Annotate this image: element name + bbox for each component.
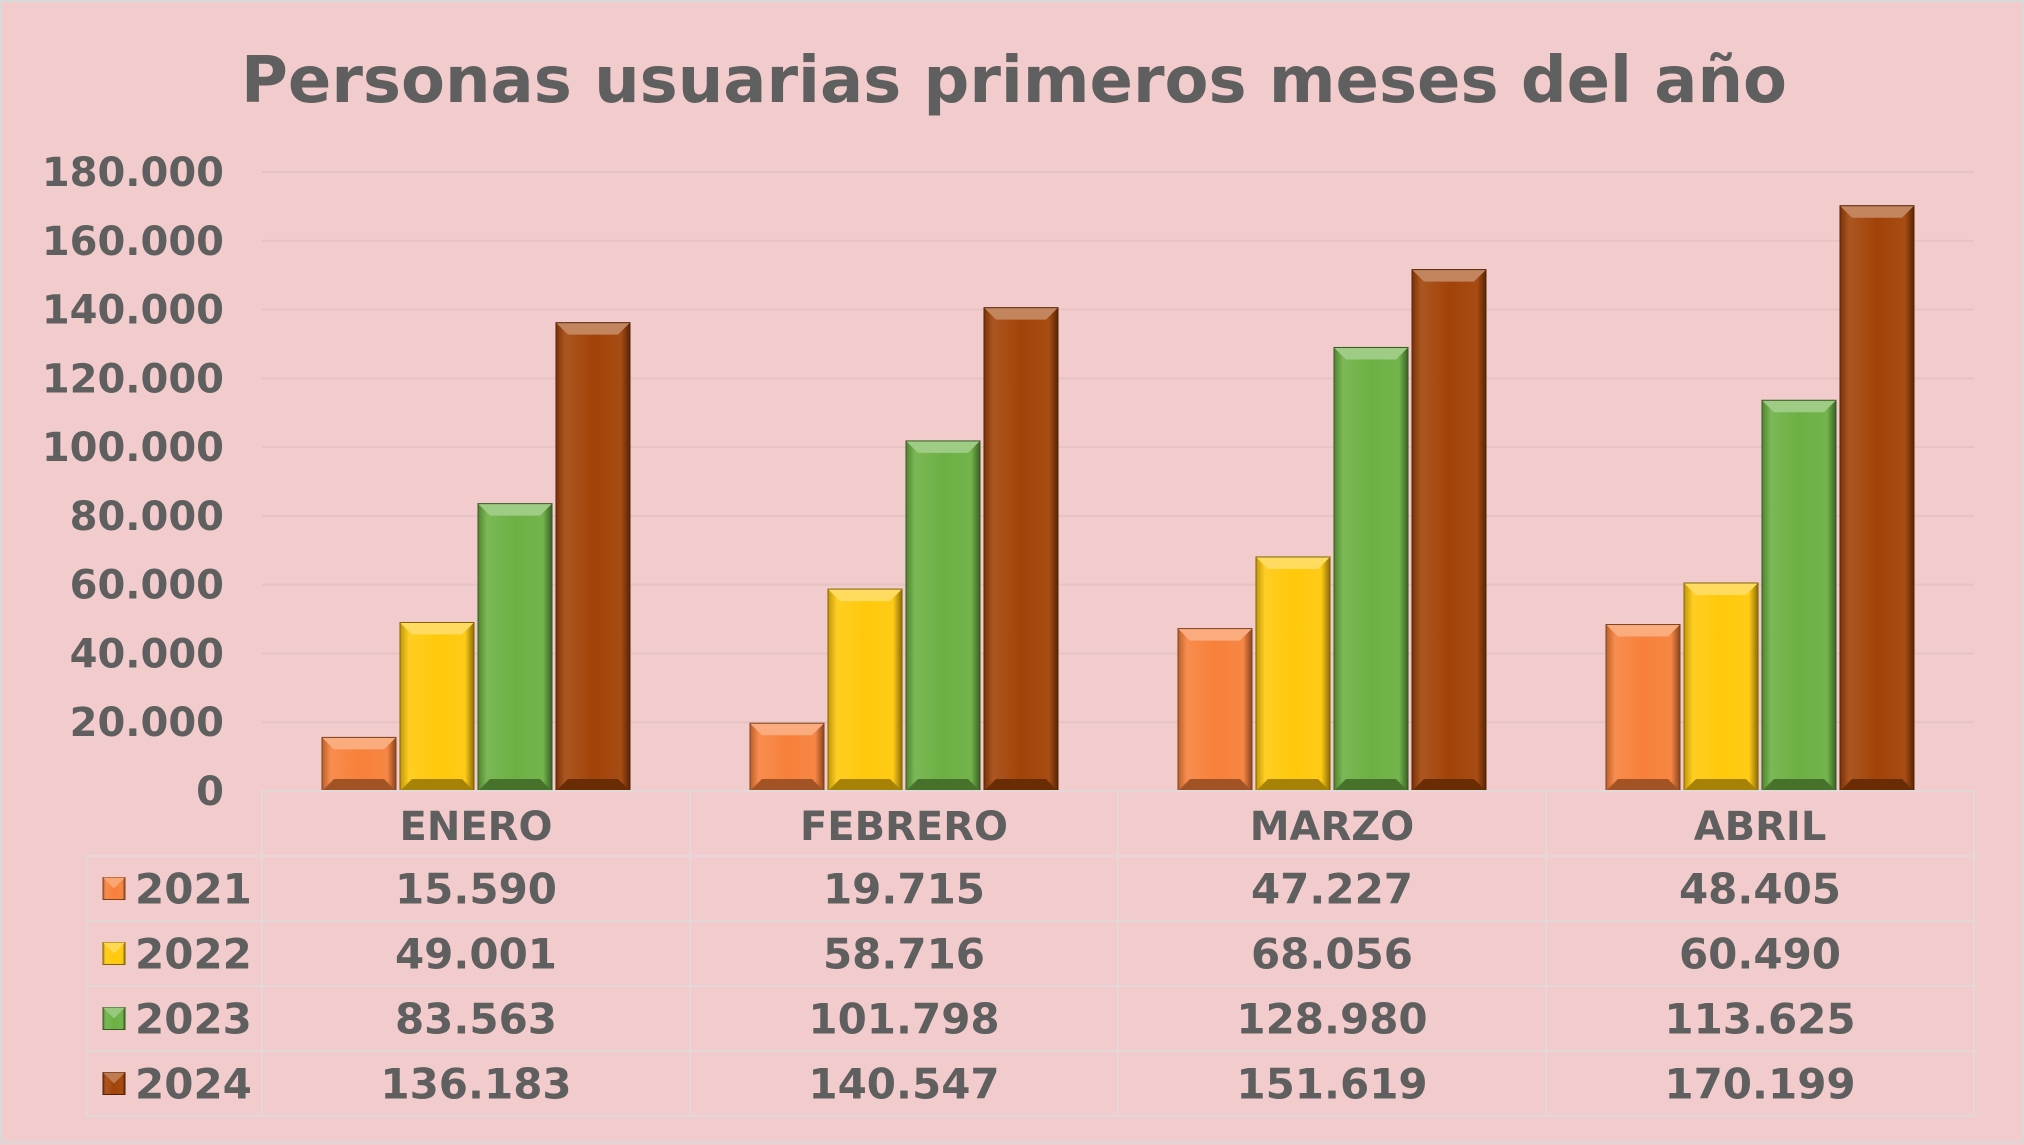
series-label: 2021 bbox=[135, 865, 252, 914]
table-cell: 48.405 bbox=[1679, 865, 1841, 914]
bar-2023-febrero bbox=[905, 440, 981, 792]
legend-key-2024 bbox=[102, 1072, 126, 1095]
y-axis: 0 20.000 40.000 60.000 80.000 100.000 120.000 1… bbox=[42, 150, 224, 815]
bar-2022-marzo bbox=[1255, 556, 1331, 792]
bar-2021-febrero bbox=[749, 722, 825, 792]
category-label: FEBRERO bbox=[800, 804, 1008, 850]
y-tick-label: 0 bbox=[196, 769, 224, 815]
table-cell: 140.547 bbox=[808, 1060, 999, 1109]
y-tick-label: 100.000 bbox=[42, 425, 224, 471]
legend-key-2023 bbox=[102, 1007, 126, 1030]
bar-2024-abril bbox=[1839, 205, 1915, 792]
table-cell: 49.001 bbox=[395, 930, 557, 979]
table-cell: 101.798 bbox=[808, 995, 999, 1044]
category-label: ABRIL bbox=[1694, 804, 1827, 850]
legend-key-2022 bbox=[102, 942, 126, 965]
table-cell: 47.227 bbox=[1251, 865, 1413, 914]
bar-2022-abril bbox=[1683, 582, 1759, 792]
bars bbox=[321, 205, 1915, 792]
table-cell: 58.716 bbox=[823, 930, 985, 979]
table-cell: 170.199 bbox=[1664, 1060, 1855, 1109]
y-tick-label: 160.000 bbox=[42, 219, 224, 265]
y-tick-label: 40.000 bbox=[70, 631, 224, 677]
bar-2021-marzo bbox=[1177, 628, 1253, 792]
table-cell: 68.056 bbox=[1251, 930, 1413, 979]
series-label: 2023 bbox=[135, 995, 252, 1044]
y-tick-label: 80.000 bbox=[70, 494, 224, 540]
table-cell: 128.980 bbox=[1236, 995, 1427, 1044]
bar-2021-enero bbox=[321, 736, 397, 792]
bar-2021-abril bbox=[1605, 624, 1681, 792]
bar-2024-enero bbox=[555, 322, 631, 792]
table-cell: 60.490 bbox=[1679, 930, 1841, 979]
y-tick-label: 120.000 bbox=[42, 356, 224, 402]
bar-2024-febrero bbox=[983, 307, 1059, 792]
category-label: MARZO bbox=[1250, 804, 1415, 850]
table-cell: 113.625 bbox=[1664, 995, 1855, 1044]
legend-key-2021 bbox=[102, 877, 126, 900]
table-cell: 136.183 bbox=[380, 1060, 571, 1109]
chart-title: Personas usuarias primeros meses del año bbox=[241, 44, 1787, 118]
bar-2022-febrero bbox=[827, 588, 903, 792]
table-cell: 19.715 bbox=[823, 865, 985, 914]
y-tick-label: 60.000 bbox=[70, 563, 224, 609]
bar-2023-enero bbox=[477, 503, 553, 792]
category-label: ENERO bbox=[400, 804, 553, 850]
bar-2023-abril bbox=[1761, 399, 1837, 792]
table-cell: 15.590 bbox=[395, 865, 557, 914]
y-tick-label: 180.000 bbox=[42, 150, 224, 196]
bar-2024-marzo bbox=[1411, 269, 1487, 792]
bar-2023-marzo bbox=[1333, 346, 1409, 792]
series-label: 2022 bbox=[135, 930, 252, 979]
bar-2022-enero bbox=[399, 621, 475, 792]
table-cell: 83.563 bbox=[395, 995, 557, 1044]
data-table: ENERO FEBRERO MARZO ABRIL 2021 15.590 19.715 47… bbox=[86, 790, 1975, 1117]
y-tick-label: 20.000 bbox=[70, 700, 224, 746]
y-tick-label: 140.000 bbox=[42, 288, 224, 334]
table-cell: 151.619 bbox=[1236, 1060, 1427, 1109]
series-label: 2024 bbox=[135, 1060, 252, 1109]
